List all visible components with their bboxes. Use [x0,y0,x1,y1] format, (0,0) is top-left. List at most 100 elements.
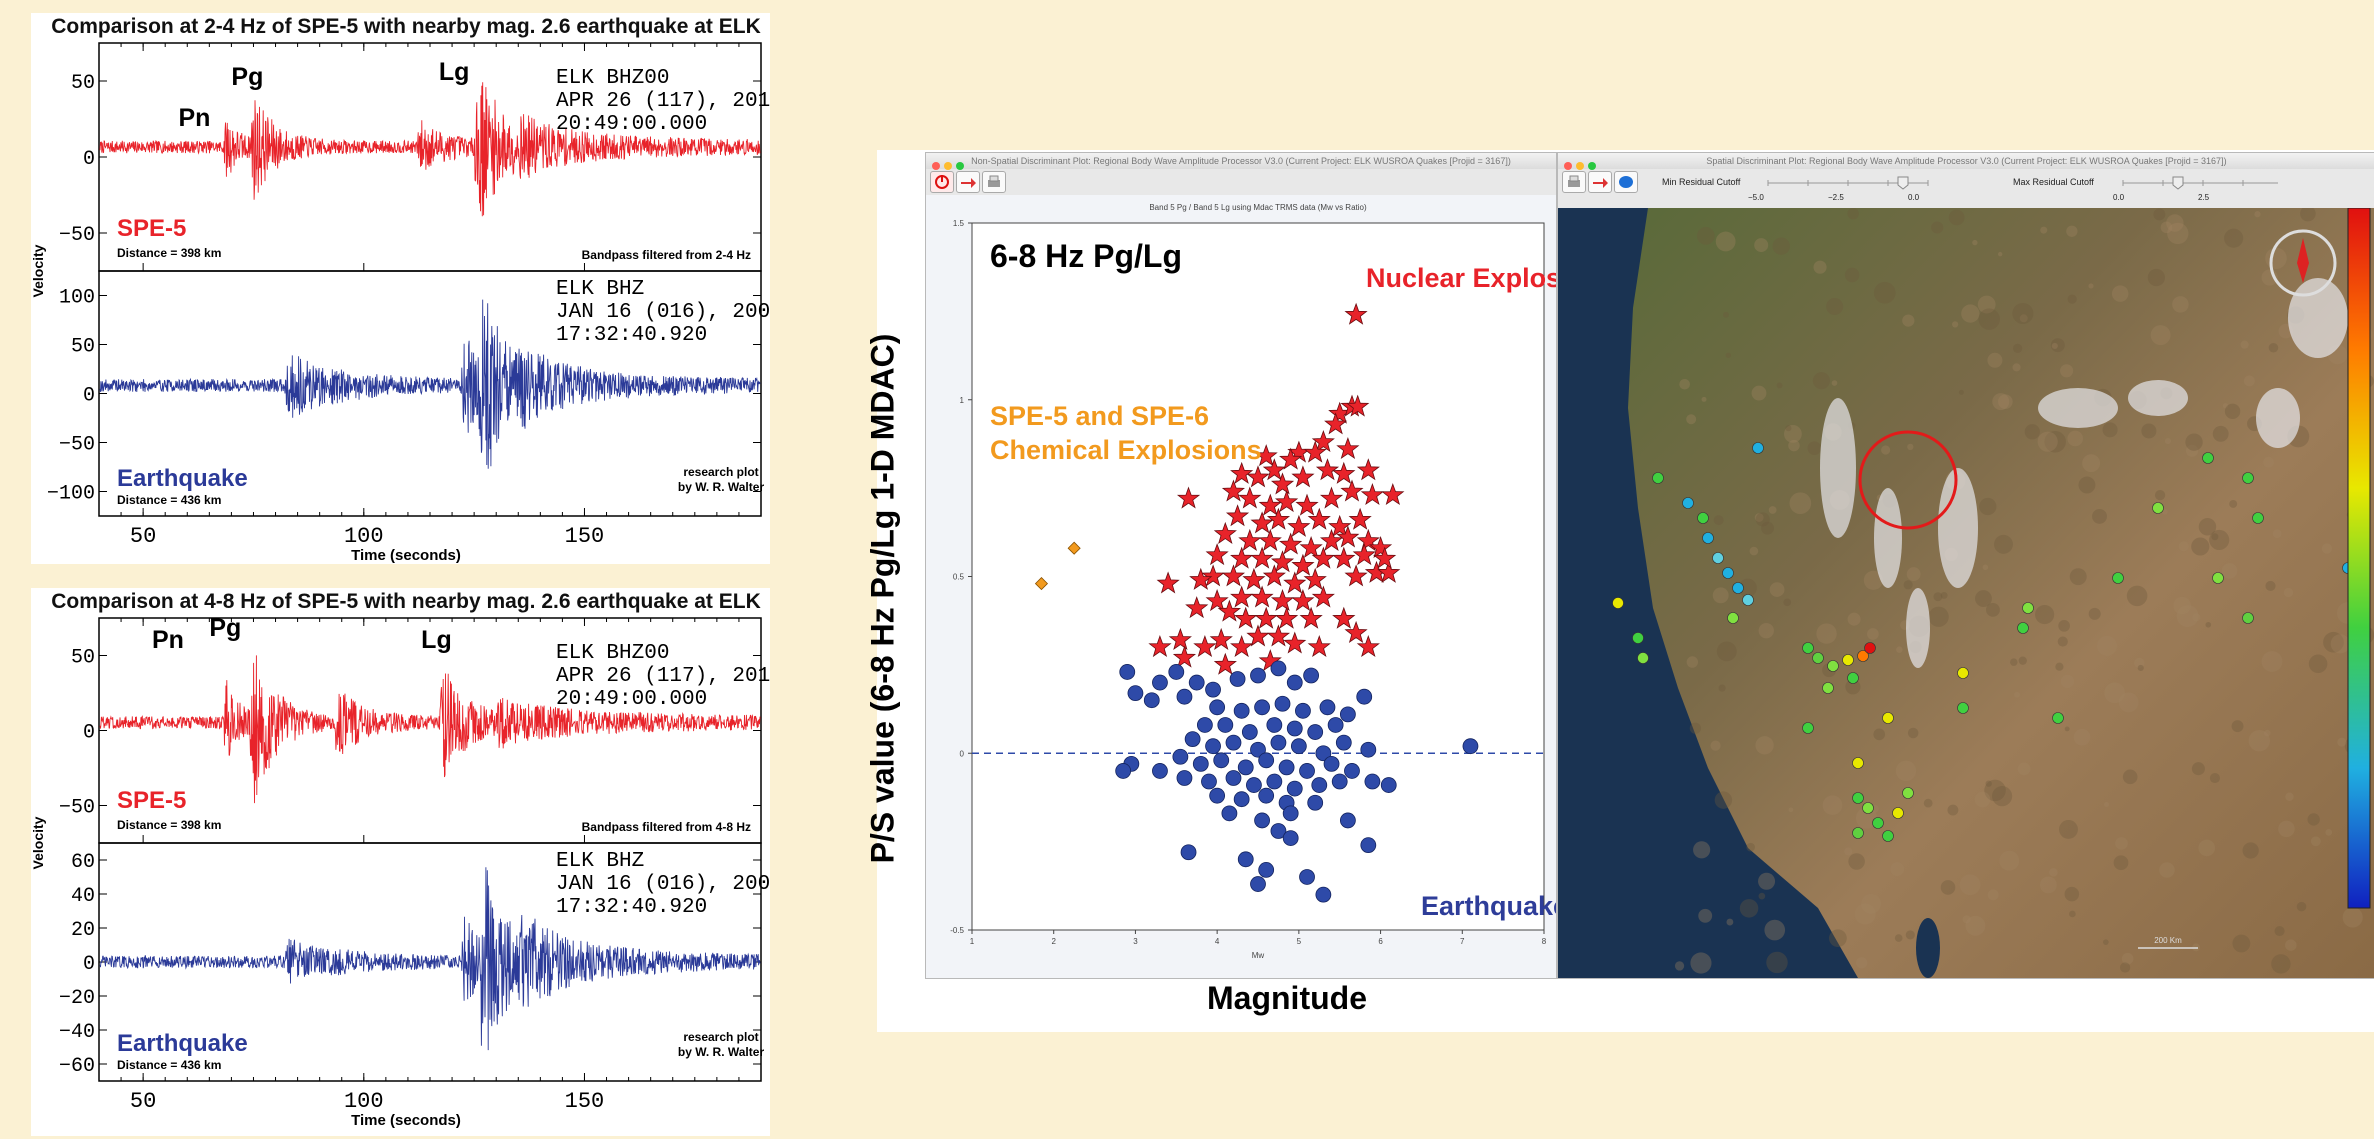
station-residual-dot [2112,572,2124,584]
terrain-texture [2261,651,2283,672]
terrain-texture [1783,425,1802,443]
terrain-texture [1769,582,1785,597]
y-tick-label: 1.5 [953,219,965,228]
y-tick-label: 0 [83,722,95,745]
waveform-trace [99,655,761,804]
nuclear-explosion-point [1266,624,1291,647]
terrain-texture [1894,934,1903,942]
max-cutoff-slider[interactable] [2113,173,2283,195]
earthquake-point [1315,745,1332,762]
power-button[interactable] [930,171,954,193]
layers-button[interactable] [1614,171,1638,193]
terrain-texture [2024,424,2040,440]
x-axis-label: Time (seconds) [351,1112,461,1129]
earthquake-point [1266,773,1283,790]
terrain-texture [1890,862,1905,877]
earthquake-point [1270,823,1287,839]
earthquake-point [1225,770,1242,786]
date-label: APR 26 (117), 2016 [556,90,770,113]
distance-label: Distance = 436 km [117,493,221,507]
nuclear-explosion-point [1262,458,1286,481]
terrain-texture [2058,620,2070,632]
nuclear-explosion-point [1230,635,1254,658]
terrain-texture [2337,737,2347,747]
earthquake-point [1331,773,1348,790]
focus-circle [1858,430,1958,530]
y-tick-label: 1 [960,396,965,405]
window-controls[interactable] [932,157,968,175]
terrain-texture [1977,295,1996,314]
station-label: ELK BHZ [556,278,644,301]
station-residual-dot [2202,452,2214,464]
terrain-texture [2102,422,2118,438]
earthquake-point [1184,731,1201,748]
terrain-texture [2300,208,2316,222]
nuclear-explosion-point [1307,507,1331,530]
terrain-texture [2120,962,2131,973]
terrain-texture [1788,439,1800,452]
nuclear-explosion-point [1221,564,1246,587]
nuclear-explosion-point [1250,511,1274,534]
time-label: 17:32:40.920 [556,896,707,919]
terrain-texture [1746,842,1755,852]
distance-label: Distance = 398 km [117,246,221,260]
nuclear-explosion-point [1185,596,1209,619]
station-residual-dot [2022,602,2034,614]
x-tick-label: 50 [130,524,156,549]
earthquake-point [1168,664,1185,680]
residual-map[interactable]: 200 Km [1558,208,2374,978]
export-button[interactable] [1588,171,1612,193]
terrain-texture [2176,605,2199,628]
max-tick: 2.5 [2198,193,2210,202]
terrain-texture [1686,414,1697,425]
earthquake-point [1152,763,1168,779]
terrain-texture [1906,567,1921,582]
export-button[interactable] [956,171,980,193]
terrain-texture [1903,580,1913,590]
station-residual-dot [1732,582,1744,594]
terrain-texture [2064,726,2070,732]
min-cutoff-slider[interactable] [1758,173,1938,195]
x-tick-label: 150 [565,1089,605,1114]
seismogram-svg: Comparison at 4-8 Hz of SPE-5 with nearb… [31,590,770,1129]
terrain-texture [2198,518,2217,536]
terrain-texture [1928,606,1949,627]
earthquake-point [1339,706,1356,723]
terrain-texture [1987,352,2003,368]
terrain-texture [2167,222,2189,245]
scatter-plot: Band 5 Pg / Band 5 Lg using Mdac TRMS da… [926,195,1556,978]
nuclear-explosion-point [1156,571,1180,594]
nuclear-explosion-point [1254,444,1278,467]
time-label: 20:49:00.000 [556,688,707,711]
trace-name: Earthquake [117,465,248,492]
y-tick-label: 0 [83,953,95,976]
station-residual-dot [1752,442,1764,454]
terrain-texture [2222,403,2229,409]
terrain-texture [2268,342,2279,353]
terrain-texture [2066,225,2078,237]
terrain-texture [2296,901,2307,912]
max-cutoff-label: Max Residual Cutoff [2013,177,2094,187]
terrain-texture [1931,221,1944,234]
terrain-texture [1907,443,1914,451]
earthquake-point [1205,738,1221,755]
y-tick-label: −50 [59,224,95,247]
terrain-texture [1867,628,1879,640]
terrain-texture [1698,908,1713,923]
terrain-texture [2118,692,2139,713]
sea-inlet [1916,918,1940,978]
window-controls[interactable] [1564,157,1600,175]
terrain-texture [2088,283,2094,289]
print-button[interactable] [982,171,1006,193]
filter-note: Bandpass filtered from 2-4 Hz [582,248,751,262]
compass-needle-icon [2297,238,2309,283]
nuclear-explosion-point [1270,589,1295,612]
x-tick-label: 7 [1460,937,1465,946]
nuclear-explosion-point [1176,486,1201,509]
station-residual-dot [1882,712,1894,724]
terrain-texture [2051,342,2058,350]
print-button[interactable] [1562,171,1586,193]
terrain-texture [1997,394,2013,410]
window-title: Non-Spatial Discriminant Plot: Regional … [926,153,1556,169]
terrain-texture [2198,839,2216,857]
